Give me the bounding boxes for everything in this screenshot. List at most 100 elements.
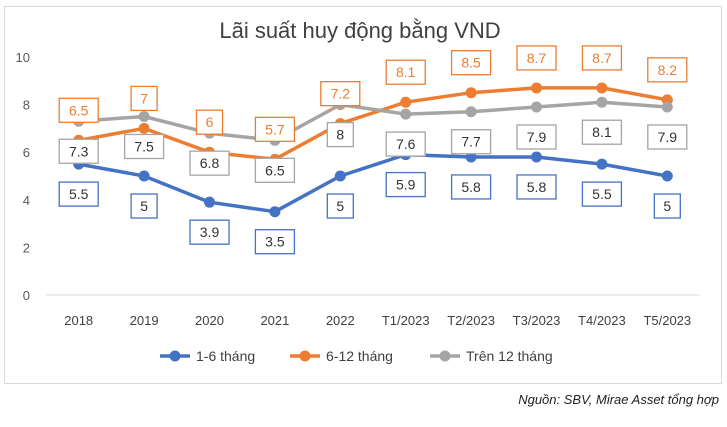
chart-frame (4, 6, 722, 384)
data-label-box (450, 50, 492, 76)
data-label-text: 7.6 (396, 136, 416, 152)
data-label-box (130, 85, 158, 112)
data-label-text: 5.9 (396, 177, 416, 193)
data-point (661, 101, 673, 113)
y-tick-label: 2 (23, 240, 30, 255)
data-label-box (385, 59, 426, 85)
data-label-box (320, 80, 361, 107)
legend-label: 1-6 tháng (196, 348, 255, 364)
y-tick-label: 6 (23, 145, 30, 160)
y-tick-label: 0 (23, 288, 30, 303)
x-tick-label: T3/2023 (513, 313, 561, 328)
data-label-text: 6 (206, 114, 214, 130)
y-tick-label: 8 (23, 98, 30, 113)
data-label-text: 5.8 (527, 179, 547, 195)
data-label-box (58, 181, 99, 207)
data-point (661, 170, 673, 182)
data-label-box (254, 229, 296, 255)
data-label-text: 6.8 (200, 155, 220, 171)
y-axis: 0 2 4 6 8 10 (16, 50, 30, 303)
data-label: 7 (130, 85, 158, 112)
x-tick-label: 2018 (64, 313, 93, 328)
data-label: 7.7 (450, 129, 492, 155)
data-label-box (326, 193, 354, 219)
data-label: 5 (130, 193, 158, 219)
data-label-text: 8.1 (592, 124, 612, 140)
data-label: 6.8 (189, 150, 230, 176)
data-label: 7.6 (385, 131, 426, 157)
data-label: 6 (195, 109, 224, 135)
data-label-text: 6.5 (69, 102, 89, 118)
data-label-text: 5.5 (69, 186, 89, 202)
data-label-text: 6.5 (265, 162, 285, 178)
legend-marker (299, 350, 311, 362)
data-label-text: 7.9 (658, 129, 678, 145)
legend-marker (439, 350, 451, 362)
data-label-text: 3.5 (265, 234, 285, 250)
data-label-box (516, 174, 557, 200)
data-label-text: 8.5 (461, 55, 481, 71)
data-point (596, 96, 608, 108)
series-line (78, 152, 668, 214)
data-label: 5.8 (516, 174, 557, 200)
data-label: 8.1 (385, 59, 426, 85)
data-point (596, 158, 608, 170)
data-label-box (130, 193, 158, 219)
data-point (531, 101, 542, 113)
x-tick-label: 2020 (195, 313, 224, 328)
x-tick-label: 2021 (260, 313, 289, 328)
y-tick-label: 4 (23, 193, 30, 208)
x-tick-label: T5/2023 (643, 313, 691, 328)
data-label-text: 8.2 (658, 62, 678, 78)
data-label-box (581, 45, 623, 71)
data-label-text: 7.9 (527, 129, 547, 145)
data-label-text: 5.8 (461, 179, 481, 195)
legend-item: 6-12 tháng (290, 348, 393, 364)
chart-title: Lãi suất huy động bằng VND (219, 18, 500, 43)
data-point (465, 87, 477, 99)
data-label-box (385, 171, 426, 198)
data-label-box (254, 116, 296, 142)
data-label: 6.5 (58, 97, 99, 123)
data-label-text: 8.7 (592, 50, 612, 66)
x-tick-label: 2022 (326, 313, 355, 328)
x-axis: 2018 2019 2020 2021 2022 T1/2023 T2/2023 T3/202… (46, 294, 700, 328)
data-label-box (581, 181, 623, 207)
data-label: 3.5 (254, 229, 296, 255)
legend-label: Trên 12 tháng (466, 348, 553, 364)
data-label-text: 7.5 (134, 139, 154, 155)
data-label-text: 7 (140, 90, 148, 106)
data-labels: 5.5 5 3.9 3.5 5 5.9 5.8 5.8 5.5 5 6.5 7 6 5.7 7.2 8.1 8.… (58, 45, 688, 255)
data-label: 5 (653, 193, 681, 219)
data-label-text: 3.9 (200, 224, 220, 240)
series-line (78, 100, 668, 143)
data-label-box (516, 124, 557, 150)
data-label: 8.7 (581, 45, 623, 71)
data-label-text: 8 (336, 127, 344, 143)
data-label-box (450, 174, 492, 200)
data-label-box (326, 121, 354, 148)
data-label: 8.7 (516, 45, 557, 71)
data-label: 7.9 (647, 124, 688, 150)
data-label-box (647, 124, 688, 150)
data-label: 7.3 (58, 138, 99, 164)
data-label: 5 (326, 193, 354, 219)
data-label-text: 5.7 (265, 121, 285, 137)
data-label-box (58, 138, 99, 164)
data-label-box (123, 133, 165, 160)
data-label-box (195, 109, 224, 135)
data-point (531, 82, 542, 94)
data-point (531, 151, 542, 163)
data-point (334, 170, 346, 182)
data-label: 6.5 (254, 157, 296, 183)
data-point (596, 82, 608, 94)
x-tick-label: T2/2023 (447, 313, 495, 328)
data-point (400, 108, 412, 120)
source-note: Nguồn: SBV, Mirae Asset tổng hợp (518, 392, 719, 407)
data-label-box (516, 45, 557, 71)
data-label: 8.1 (581, 119, 623, 145)
data-point (138, 111, 150, 122)
y-tick-label: 10 (16, 50, 30, 65)
data-label-text: 5 (140, 198, 148, 214)
legend: 1-6 tháng 6-12 tháng Trên 12 tháng (160, 348, 553, 364)
